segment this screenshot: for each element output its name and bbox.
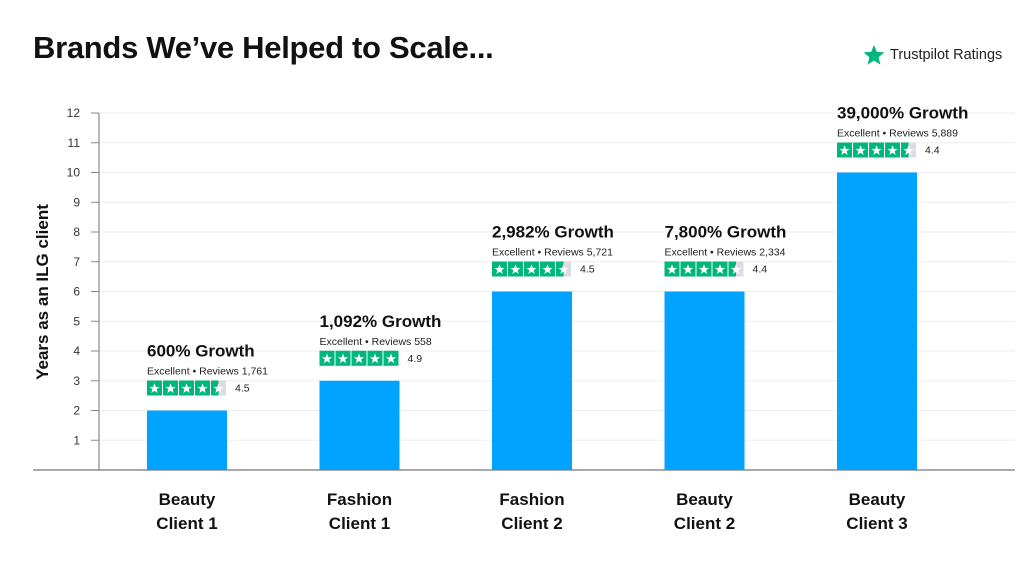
star-icon bbox=[871, 145, 882, 155]
y-tick-label: 1 bbox=[73, 433, 80, 447]
rating-value: 4.5 bbox=[580, 264, 595, 276]
star-icon bbox=[698, 264, 710, 274]
star-icon bbox=[903, 145, 914, 155]
growth-label: 39,000% Growth bbox=[837, 104, 968, 123]
x-tick-label: Client 1 bbox=[329, 514, 390, 533]
growth-label: 1,092% Growth bbox=[320, 312, 442, 331]
reviews-label: Excellent • Reviews 1,761 bbox=[147, 366, 268, 378]
y-tick-label: 3 bbox=[73, 374, 80, 388]
star-icon bbox=[369, 353, 381, 364]
y-tick-label: 4 bbox=[73, 344, 80, 358]
star-icon bbox=[510, 264, 521, 274]
x-tick-label: Beauty bbox=[676, 490, 733, 509]
star-icon bbox=[855, 145, 866, 155]
star-icon bbox=[558, 264, 569, 274]
bar bbox=[147, 410, 227, 470]
x-tick-label: Beauty bbox=[159, 490, 216, 509]
star-icon bbox=[863, 44, 885, 65]
star-icon bbox=[353, 353, 365, 364]
x-tick-label: Fashion bbox=[327, 490, 392, 509]
y-tick-label: 11 bbox=[68, 136, 81, 150]
rating-value: 4.4 bbox=[925, 145, 940, 157]
star-icon bbox=[213, 383, 224, 393]
star-icon bbox=[494, 264, 505, 274]
y-tick-label: 2 bbox=[73, 404, 80, 418]
rating-value: 4.4 bbox=[753, 264, 768, 276]
star-icon bbox=[197, 383, 208, 393]
growth-label: 7,800% Growth bbox=[665, 223, 787, 242]
x-tick-label: Client 3 bbox=[846, 514, 907, 533]
star-icon bbox=[165, 383, 176, 393]
x-tick-label: Client 2 bbox=[501, 514, 562, 533]
star-icon bbox=[682, 264, 694, 274]
star-icon bbox=[149, 383, 160, 393]
x-tick-label: Client 1 bbox=[156, 514, 217, 533]
bar bbox=[837, 172, 917, 470]
legend: Trustpilot Ratings bbox=[863, 44, 1002, 66]
star-icon bbox=[887, 145, 898, 155]
x-tick-label: Client 2 bbox=[674, 514, 735, 533]
reviews-label: Excellent • Reviews 5,721 bbox=[492, 247, 613, 259]
star-icon bbox=[730, 264, 742, 274]
reviews-label: Excellent • Reviews 558 bbox=[320, 336, 432, 348]
star-icon bbox=[542, 264, 553, 274]
reviews-label: Excellent • Reviews 2,334 bbox=[665, 247, 786, 259]
y-tick-label: 8 bbox=[73, 225, 80, 239]
x-tick-label: Beauty bbox=[849, 490, 906, 509]
rating-value: 4.5 bbox=[235, 383, 250, 395]
y-tick-label: 5 bbox=[73, 314, 80, 328]
growth-label: 600% Growth bbox=[147, 342, 255, 361]
y-tick-label: 9 bbox=[73, 195, 80, 209]
star-icon bbox=[321, 353, 333, 364]
x-tick-label: Fashion bbox=[499, 490, 564, 509]
legend-label: Trustpilot Ratings bbox=[890, 47, 1003, 63]
star-icon bbox=[181, 383, 192, 393]
page-title: Brands We’ve Helped to Scale... bbox=[33, 30, 494, 65]
reviews-label: Excellent • Reviews 5,889 bbox=[837, 128, 958, 140]
y-tick-label: 7 bbox=[73, 255, 80, 269]
bar bbox=[319, 380, 400, 470]
growth-label: 2,982% Growth bbox=[492, 223, 614, 242]
star-icon bbox=[666, 264, 678, 274]
star-icon bbox=[839, 145, 850, 155]
star-icon bbox=[714, 264, 726, 274]
star-icon bbox=[385, 353, 397, 364]
y-tick-label: 6 bbox=[73, 285, 80, 299]
rating-value: 4.9 bbox=[408, 353, 423, 365]
star-icon bbox=[526, 264, 537, 274]
bar bbox=[492, 291, 572, 470]
star-icon bbox=[337, 353, 349, 364]
y-tick-label: 12 bbox=[67, 106, 81, 120]
bar bbox=[664, 291, 745, 470]
y-tick-label: 10 bbox=[67, 166, 81, 180]
y-axis-label: Years as an ILG client bbox=[33, 204, 52, 380]
